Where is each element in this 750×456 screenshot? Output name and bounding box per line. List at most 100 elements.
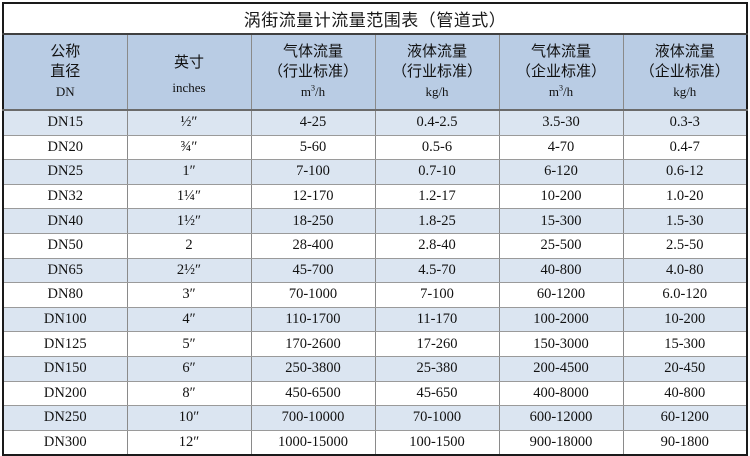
cell-nominal-diameter: DN20 — [2, 134, 128, 161]
cell-inches: ¾″ — [126, 134, 252, 161]
cell-liquid-flow-industry: 70-1000 — [374, 405, 500, 431]
cell-liquid-flow-industry: 2.8-40 — [374, 232, 500, 259]
cell-liquid-flow-enterprise: 1.5-30 — [622, 208, 748, 234]
cell-gas-flow-industry: 7-100 — [250, 159, 376, 185]
table-body: DN15 ½″ 4-25 0.4-2.5 3.5-30 0.3-3 DN20 ¾″ 5-60 0.… — [2, 109, 748, 456]
header-line-1: 气体流量 — [530, 44, 591, 61]
cell-gas-flow-enterprise: 600-12000 — [498, 405, 624, 431]
table-row: DN65 2½″ 45-700 4.5-70 40-800 4.0-80 — [2, 257, 748, 284]
header-line-3: inches — [172, 80, 206, 96]
cell-liquid-flow-industry: 25-380 — [374, 355, 500, 382]
cell-nominal-diameter: DN50 — [2, 232, 128, 259]
cell-gas-flow-industry: 5-60 — [250, 134, 376, 161]
table-row: DN250 10″ 700-10000 70-1000 600-12000 60-1200 — [2, 405, 748, 431]
cell-liquid-flow-industry: 1.8-25 — [374, 208, 500, 234]
cell-inches: 8″ — [126, 380, 252, 407]
cell-inches: 2½″ — [126, 257, 252, 284]
header-line-1: 英寸 — [173, 54, 204, 71]
table-head: 涡街流量计流量范围表（管道式） 公称 直径 DN 英寸 inches 气体流量 … — [2, 3, 748, 111]
header-unit: kg/h — [673, 84, 697, 100]
table-row: DN20 ¾″ 5-60 0.5-6 4-70 0.4-7 — [2, 134, 748, 161]
table-row: DN100 4″ 110-1700 11-170 100-2000 10-200 — [2, 306, 748, 333]
cell-liquid-flow-enterprise: 10-200 — [622, 306, 748, 333]
cell-liquid-flow-enterprise: 0.3-3 — [622, 109, 748, 136]
header-unit: m3/h — [548, 83, 574, 100]
cell-liquid-flow-industry: 4.5-70 — [374, 257, 500, 284]
cell-gas-flow-enterprise: 900-18000 — [498, 429, 624, 456]
cell-gas-flow-enterprise: 4-70 — [498, 134, 624, 161]
table-row: DN15 ½″ 4-25 0.4-2.5 3.5-30 0.3-3 — [2, 109, 748, 136]
cell-gas-flow-industry: 45-700 — [250, 257, 376, 284]
cell-nominal-diameter: DN250 — [2, 405, 128, 431]
cell-gas-flow-enterprise: 25-500 — [498, 232, 624, 259]
header-unit: m3/h — [300, 83, 326, 100]
cell-gas-flow-industry: 28-400 — [250, 232, 376, 259]
column-header-liquid-flow-enterprise: 液体流量 （企业标准） kg/h — [622, 33, 748, 111]
cell-liquid-flow-enterprise: 4.0-80 — [622, 257, 748, 284]
cell-liquid-flow-enterprise: 2.5-50 — [622, 232, 748, 259]
cell-inches: 1¼″ — [126, 183, 252, 210]
cell-gas-flow-industry: 450-6500 — [250, 380, 376, 407]
table-row: DN50 2 28-400 2.8-40 25-500 2.5-50 — [2, 232, 748, 259]
cell-liquid-flow-enterprise: 1.0-20 — [622, 183, 748, 210]
table-row: DN40 1½″ 18-250 1.8-25 15-300 1.5-30 — [2, 208, 748, 234]
cell-liquid-flow-industry: 11-170 — [374, 306, 500, 333]
table-row: DN300 12″ 1000-15000 100-1500 900-18000 90-18… — [2, 429, 748, 456]
cell-liquid-flow-industry: 100-1500 — [374, 429, 500, 456]
column-header-gas-flow-enterprise: 气体流量 （企业标准） m3/h — [498, 33, 624, 111]
cell-inches: 4″ — [126, 306, 252, 333]
table-row: DN80 3″ 70-1000 7-100 60-1200 6.0-120 — [2, 282, 748, 308]
cell-liquid-flow-industry: 0.7-10 — [374, 159, 500, 185]
page-title: 涡街流量计流量范围表（管道式） — [3, 3, 747, 35]
cell-inches: 1″ — [126, 159, 252, 185]
cell-gas-flow-enterprise: 400-8000 — [498, 380, 624, 407]
cell-inches: 10″ — [126, 405, 252, 431]
cell-nominal-diameter: DN80 — [2, 282, 128, 308]
cell-liquid-flow-enterprise: 60-1200 — [622, 405, 748, 431]
cell-gas-flow-industry: 250-3800 — [250, 355, 376, 382]
cell-nominal-diameter: DN200 — [2, 380, 128, 407]
cell-gas-flow-industry: 1000-15000 — [250, 429, 376, 456]
header-line-2: （行业标准） — [391, 63, 482, 80]
header-line-1: 液体流量 — [406, 44, 467, 61]
table-header-row: 公称 直径 DN 英寸 inches 气体流量 （行业标准） m3/h 液体流量… — [2, 33, 748, 111]
header-unit: kg/h — [425, 84, 449, 100]
cell-gas-flow-enterprise: 15-300 — [498, 208, 624, 234]
table-row: DN25 1″ 7-100 0.7-10 6-120 0.6-12 — [2, 159, 748, 185]
header-line-2: 直径 — [50, 63, 81, 80]
cell-gas-flow-enterprise: 100-2000 — [498, 306, 624, 333]
header-line-2: （行业标准） — [267, 63, 358, 80]
cell-nominal-diameter: DN125 — [2, 331, 128, 357]
cell-liquid-flow-industry: 0.4-2.5 — [374, 109, 500, 136]
cell-inches: 12″ — [126, 429, 252, 456]
cell-gas-flow-enterprise: 6-120 — [498, 159, 624, 185]
header-line-2: （企业标准） — [515, 63, 606, 80]
column-header-liquid-flow-industry: 液体流量 （行业标准） kg/h — [374, 33, 500, 111]
cell-nominal-diameter: DN15 — [2, 109, 128, 136]
table-row: DN125 5″ 170-2600 17-260 150-3000 15-300 — [2, 331, 748, 357]
cell-inches: 2 — [126, 232, 252, 259]
cell-liquid-flow-industry: 1.2-17 — [374, 183, 500, 210]
cell-nominal-diameter: DN25 — [2, 159, 128, 185]
cell-nominal-diameter: DN300 — [2, 429, 128, 456]
cell-gas-flow-industry: 4-25 — [250, 109, 376, 136]
cell-gas-flow-industry: 12-170 — [250, 183, 376, 210]
cell-nominal-diameter: DN65 — [2, 257, 128, 284]
cell-gas-flow-industry: 70-1000 — [250, 282, 376, 308]
header-line-2: （企业标准） — [639, 63, 730, 80]
column-header-inches: 英寸 inches — [126, 33, 252, 111]
cell-gas-flow-enterprise: 40-800 — [498, 257, 624, 284]
cell-liquid-flow-enterprise: 20-450 — [622, 355, 748, 382]
cell-gas-flow-enterprise: 150-3000 — [498, 331, 624, 357]
table-row: DN200 8″ 450-6500 45-650 400-8000 40-800 — [2, 380, 748, 407]
header-line-3: DN — [55, 84, 75, 100]
cell-inches: 3″ — [126, 282, 252, 308]
cell-nominal-diameter: DN100 — [2, 306, 128, 333]
table-title-row: 涡街流量计流量范围表（管道式） — [3, 3, 747, 35]
header-line-1: 液体流量 — [654, 44, 715, 61]
cell-liquid-flow-enterprise: 15-300 — [622, 331, 748, 357]
table-row: DN32 1¼″ 12-170 1.2-17 10-200 1.0-20 — [2, 183, 748, 210]
column-header-gas-flow-industry: 气体流量 （行业标准） m3/h — [250, 33, 376, 111]
